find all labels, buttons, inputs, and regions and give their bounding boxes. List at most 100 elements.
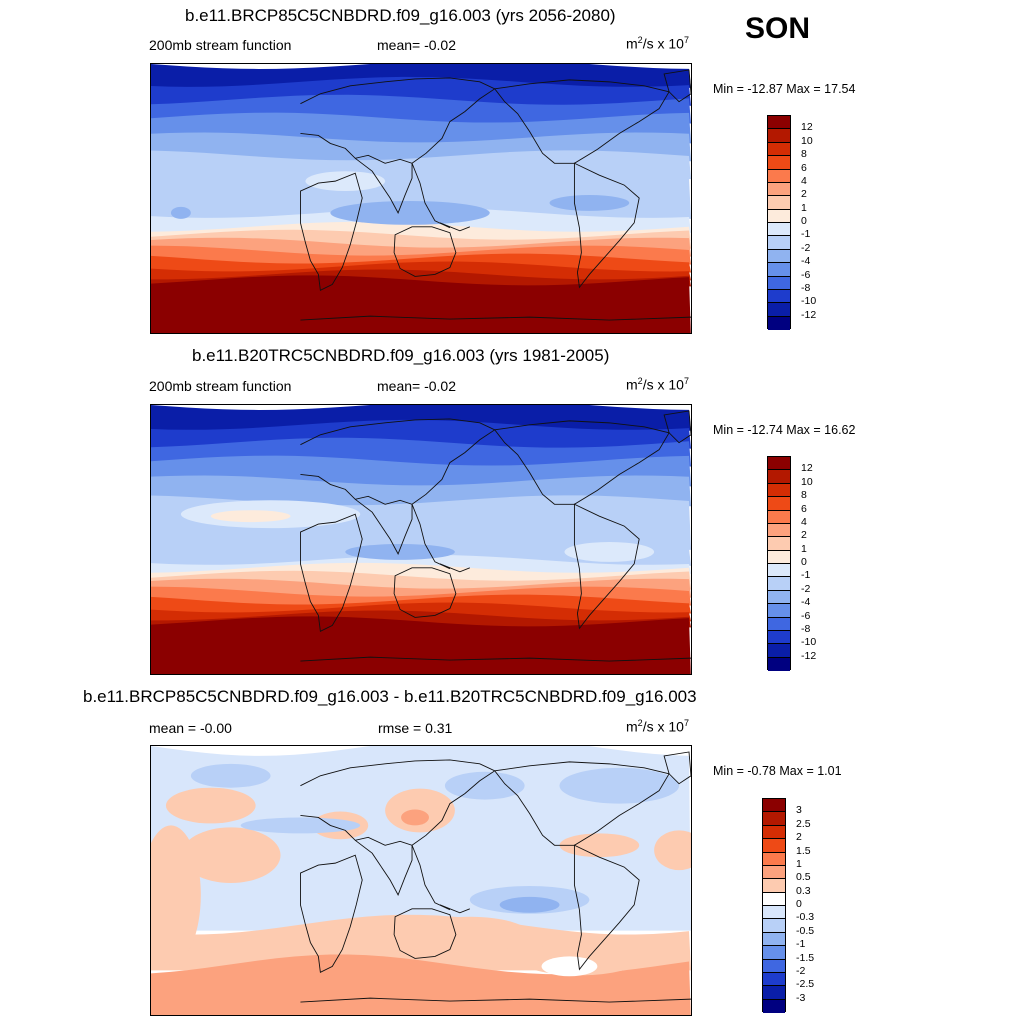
coastline [573, 162, 640, 289]
contour-feature [401, 809, 429, 826]
colorbar-swatch [768, 316, 790, 330]
colorbar-swatch [768, 457, 790, 471]
coastline [299, 854, 363, 973]
colorbar-swatch [768, 483, 790, 498]
panel1-title: b.e11.BRCP85C5CNBDRD.f09_g16.003 (yrs 20… [185, 6, 616, 25]
colorbar-swatch [768, 657, 790, 671]
contour-feature [444, 771, 525, 800]
panel3-rmse-label: rmse = 0.31 [378, 720, 453, 736]
contour-feature [559, 833, 640, 858]
map-canvas [151, 405, 691, 674]
contour-feature [190, 763, 271, 788]
coastline [573, 503, 640, 630]
coastline [300, 315, 691, 321]
colorbar-label: 2 [801, 188, 807, 201]
colorbar-swatch [763, 972, 785, 987]
colorbar-label: -1 [796, 938, 806, 951]
colorbar-swatch [768, 182, 790, 197]
colorbar-label: 10 [801, 134, 813, 147]
colorbar-label: -3 [796, 991, 806, 1004]
contour-feature [559, 767, 680, 804]
contour-feature [151, 825, 201, 965]
colorbar-swatch [768, 630, 790, 645]
panel1-variable-label: 200mb stream function [149, 37, 292, 53]
colorbar-label: 1 [801, 201, 807, 214]
coastline [493, 420, 670, 505]
coastline [299, 513, 363, 632]
coastline [300, 77, 496, 164]
colorbar-label: 8 [801, 489, 807, 502]
contour-band [151, 616, 691, 674]
colorbar-label: -4 [801, 255, 811, 268]
colorbar-label: -10 [801, 295, 817, 308]
contour-feature [330, 200, 490, 225]
panel1-mean-label: mean= -0.02 [377, 37, 456, 53]
panel3-map [150, 745, 692, 1016]
colorbar-swatch [768, 510, 790, 524]
colorbar-swatch [768, 470, 790, 484]
panel3-minmax: Min = -0.78 Max = 1.01 [713, 764, 842, 778]
colorbar-label: 2 [801, 529, 807, 542]
panel2-units: m2/s x 107 [626, 376, 689, 393]
colorbar-label: 4 [801, 515, 807, 528]
coastline [573, 844, 640, 971]
colorbar-swatch [763, 852, 785, 866]
colorbar-swatch [768, 644, 790, 658]
coastline [411, 845, 470, 914]
colorbar-swatch [768, 590, 790, 605]
colorbar-label: 1 [796, 857, 802, 870]
contour-feature [499, 896, 560, 913]
panel1-minmax: Min = -12.87 Max = 17.54 [713, 82, 856, 96]
contour-band [151, 64, 691, 88]
contour-band [151, 746, 691, 931]
colorbar-label: -6 [801, 268, 811, 281]
colorbar-label: -0.3 [796, 911, 815, 924]
contour-feature [410, 916, 530, 953]
colorbar-label: -10 [801, 636, 817, 649]
colorbar-swatch [768, 196, 790, 210]
colorbar-swatch [768, 289, 790, 304]
colorbar-swatch [763, 812, 785, 826]
colorbar-swatch [768, 156, 790, 170]
contour-feature [165, 787, 256, 824]
colorbar-swatch [763, 825, 785, 840]
colorbar-swatch [763, 919, 785, 933]
colorbar-label: 6 [801, 161, 807, 174]
panel2-colorbar [767, 456, 791, 671]
colorbar-label: 0.5 [796, 871, 811, 884]
coastline [300, 656, 691, 662]
contour-feature [549, 195, 630, 211]
coastline [299, 172, 363, 291]
map-canvas [151, 64, 691, 333]
coastline [300, 759, 496, 846]
coastline [300, 997, 691, 1003]
colorbar-swatch [768, 129, 790, 143]
coastline [411, 504, 470, 573]
coastline [354, 498, 413, 555]
contour-feature [170, 206, 191, 219]
colorbar-label: -1.5 [796, 951, 815, 964]
coastline [393, 567, 457, 618]
contour-feature [210, 510, 291, 523]
colorbar-label: 6 [801, 502, 807, 515]
colorbar-swatch [763, 932, 785, 947]
colorbar-label: -2 [801, 241, 811, 254]
colorbar-swatch [763, 959, 785, 973]
panel2-mean-label: mean= -0.02 [377, 378, 456, 394]
panel1-colorbar [767, 115, 791, 330]
coastline [493, 761, 670, 846]
colorbar-label: 1.5 [796, 844, 811, 857]
panel3-units: m2/s x 107 [626, 718, 689, 735]
colorbar-label: -8 [801, 281, 811, 294]
colorbar-label: 0 [801, 215, 807, 227]
panel2-map [150, 404, 692, 675]
panel2-minmax: Min = -12.74 Max = 16.62 [713, 423, 856, 437]
contour-feature [345, 543, 455, 560]
coastline [663, 69, 691, 103]
colorbar-label: -1 [801, 228, 811, 241]
panel3-title: b.e11.BRCP85C5CNBDRD.f09_g16.003 - b.e11… [83, 687, 697, 706]
coastline [393, 908, 457, 959]
colorbar-swatch [768, 550, 790, 564]
coastline [393, 226, 457, 277]
contour-feature [564, 541, 655, 562]
